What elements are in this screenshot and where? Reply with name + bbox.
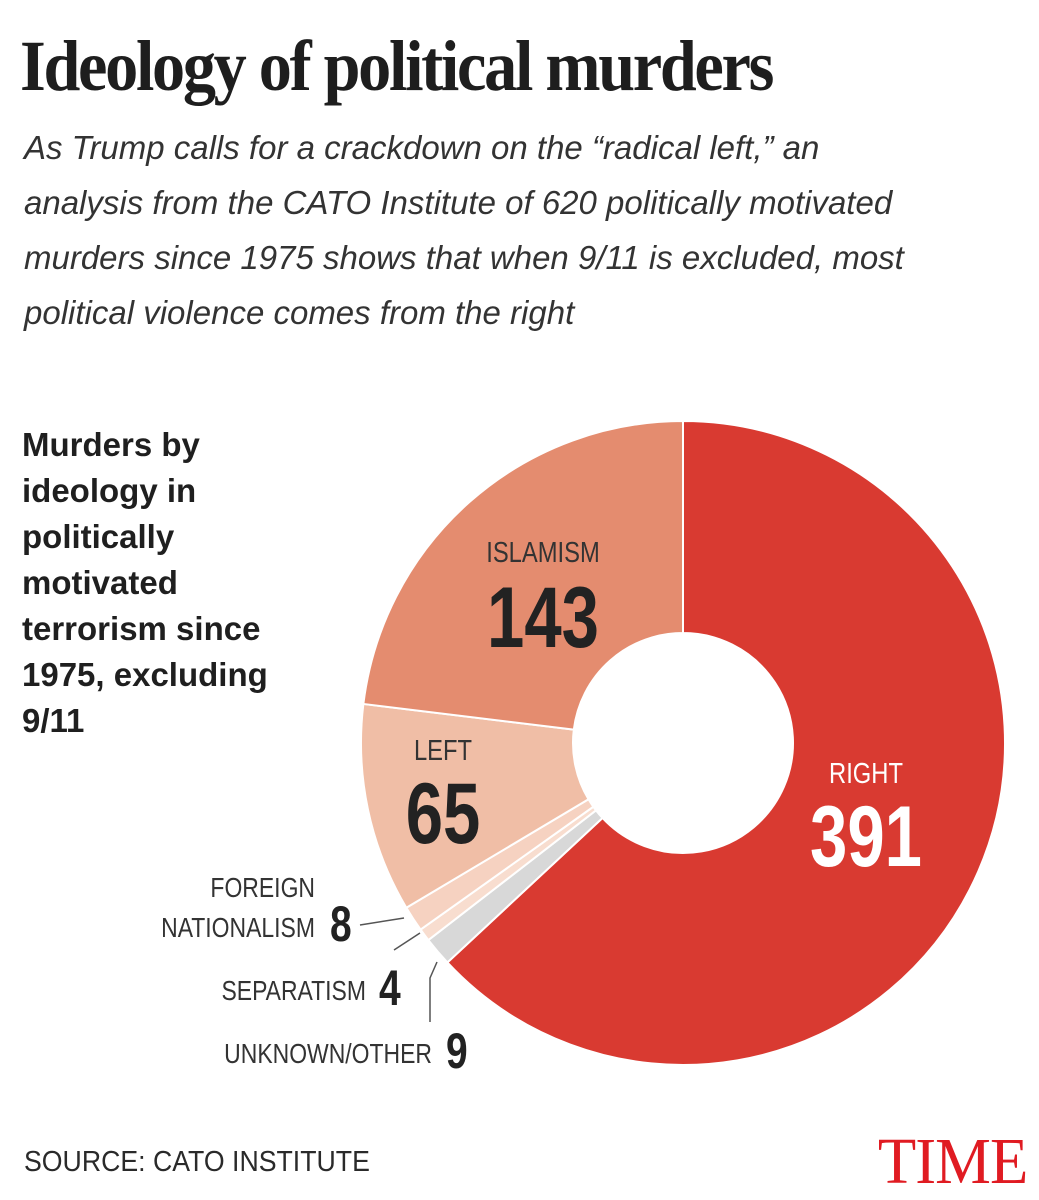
label-separatism: SEPARATISM bbox=[221, 976, 366, 1007]
label-foreign-nationalism: NATIONALISM bbox=[161, 913, 315, 944]
value-separatism: 4 bbox=[379, 959, 401, 1016]
value-islamism: 143 bbox=[487, 570, 599, 666]
label-left: LEFT bbox=[414, 734, 472, 767]
page-title: Ideology of political murders bbox=[20, 26, 774, 106]
label-islamism: ISLAMISM bbox=[486, 536, 600, 569]
time-logo: TIME bbox=[877, 1125, 1028, 1198]
slice-left bbox=[360, 702, 590, 910]
value-foreign-nationalism: 8 bbox=[330, 895, 352, 952]
leader-foreign-nationalism bbox=[359, 917, 405, 926]
label-foreign-nationalism: FOREIGN bbox=[210, 873, 315, 904]
leader-unknown-other bbox=[429, 961, 438, 1022]
value-right: 391 bbox=[810, 789, 922, 885]
page-subtitle: As Trump calls for a crackdown on the “r… bbox=[24, 129, 904, 331]
label-right: RIGHT bbox=[829, 757, 903, 790]
label-unknown-other: UNKNOWN/OTHER bbox=[224, 1039, 432, 1070]
slice-right bbox=[445, 419, 1006, 1066]
chart-title: Murders by ideology in politically motiv… bbox=[22, 426, 268, 739]
value-unknown-other: 9 bbox=[446, 1022, 468, 1079]
source-note: SOURCE: CATO INSTITUTE bbox=[24, 1146, 370, 1178]
value-left: 65 bbox=[406, 766, 481, 862]
slice-islamism bbox=[362, 419, 684, 731]
leader-separatism bbox=[393, 932, 421, 951]
